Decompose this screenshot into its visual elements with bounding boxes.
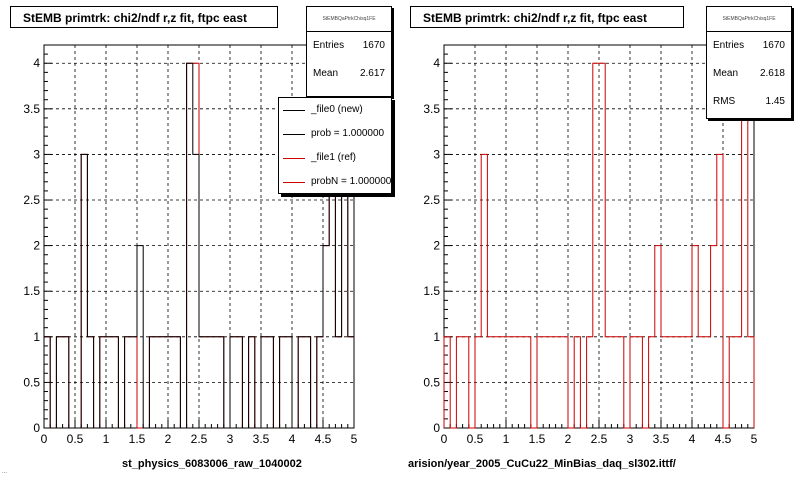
stats-value: 1.45 <box>765 96 785 107</box>
legend-swatch-prob <box>283 134 305 135</box>
legend-entry-new: _file0 (new) <box>279 98 391 122</box>
legend-box: _file0 (new) prob = 1.000000 _file1 (ref… <box>278 97 392 194</box>
left-stats-name: StEMBQaPtrkChisq1FE <box>307 7 391 32</box>
x-tick-label: 4.5 <box>315 432 332 446</box>
right-plot-title: StEMB primtrk: chi2/ndf r,z fit, ftpc ea… <box>410 6 684 28</box>
y-tick-label: 1 <box>33 330 40 344</box>
x-tick-label: 4 <box>689 432 696 446</box>
y-tick-label: 2 <box>33 239 40 253</box>
x-tick-label: 0.5 <box>67 432 84 446</box>
stats-value: 1670 <box>362 40 385 51</box>
stats-value: 2.618 <box>759 68 785 79</box>
x-tick-label: 0 <box>41 432 48 446</box>
x-tick-label: 5 <box>351 432 358 446</box>
right-x-axis-title: arision/year_2005_CuCu22_MinBias_daq_sl3… <box>408 458 676 470</box>
left-x-axis-title: st_physics_6083006_raw_1040002 <box>122 458 302 470</box>
x-tick-label: 3.5 <box>653 432 670 446</box>
stats-value: 1670 <box>762 40 785 51</box>
x-tick-label: 0 <box>441 432 448 446</box>
y-tick-label: 3.5 <box>23 102 40 116</box>
right-stats-name: StEMBQaPtrkChisq1FE <box>707 7 791 32</box>
x-tick-label: 2.5 <box>191 432 208 446</box>
x-tick-label: 1 <box>103 432 110 446</box>
stats-value: 2.617 <box>359 68 385 79</box>
y-tick-label: 0 <box>33 421 40 435</box>
x-tick-label: 2.5 <box>591 432 608 446</box>
legend-label: probN = 1.000000 <box>311 176 392 187</box>
legend-entry-prob: prob = 1.000000 <box>279 122 391 146</box>
y-tick-label: 3 <box>433 147 440 161</box>
x-tick-label: 3 <box>227 432 234 446</box>
left-stats-entries: Entries 1670 <box>307 32 391 60</box>
x-tick-label: 3.5 <box>253 432 270 446</box>
stats-label: Entries <box>313 40 345 51</box>
right-stats-rms: RMS 1.45 <box>707 88 791 116</box>
y-tick-label: 2 <box>433 239 440 253</box>
y-tick-label: 4 <box>433 56 440 70</box>
right-histogram: 0 0.5 1 1.5 2 2.5 3 3.5 4 4.5 5 0 0.5 1 1.5 2 2.5 3 3.5 4 <box>423 44 758 446</box>
footer-text: ... <box>2 469 8 475</box>
legend-swatch-probn <box>283 182 305 183</box>
legend-entry-probn: probN = 1.000000 <box>279 170 392 193</box>
y-tick-label: 0.5 <box>423 375 440 389</box>
histogram-series-line <box>443 62 755 429</box>
x-tick-label: 1.5 <box>529 432 546 446</box>
y-tick-label: 1.5 <box>423 284 440 298</box>
y-tick-label: 0 <box>433 421 440 435</box>
left-plot-title-text: StEMB primtrk: chi2/ndf r,z fit, ftpc ea… <box>23 11 248 25</box>
y-tick-label: 2.5 <box>423 193 440 207</box>
y-tick-label: 1 <box>433 330 440 344</box>
left-stats-mean: Mean 2.617 <box>307 60 391 88</box>
y-tick-label: 4 <box>33 56 40 70</box>
left-panel: 0 0.5 1 1.5 2 2.5 3 3.5 4 4.5 5 0 0.5 1 1.5 2 2.5 3 3.5 4 S… <box>10 6 392 470</box>
stats-label: RMS <box>713 96 736 107</box>
stats-label: Mean <box>713 68 739 79</box>
x-tick-label: 5 <box>751 432 758 446</box>
right-stats-entries: Entries 1670 <box>707 32 791 60</box>
x-tick-label: 4.5 <box>715 432 732 446</box>
left-stats-box: StEMBQaPtrkChisq1FE Entries 1670 Mean 2.… <box>306 6 392 97</box>
y-tick-label: 2.5 <box>23 193 40 207</box>
y-tick-label: 3.5 <box>423 102 440 116</box>
legend-swatch-ref <box>283 158 305 159</box>
legend-swatch-new <box>283 110 305 111</box>
right-stats-mean: Mean 2.618 <box>707 60 791 88</box>
x-tick-label: 4 <box>289 432 296 446</box>
right-panel: 0 0.5 1 1.5 2 2.5 3 3.5 4 4.5 5 0 0.5 1 1.5 2 2.5 3 3.5 4 S… <box>400 0 800 480</box>
x-tick-label: 2 <box>165 432 172 446</box>
y-tick-label: 1.5 <box>23 284 40 298</box>
left-plot-title: StEMB primtrk: chi2/ndf r,z fit, ftpc ea… <box>10 6 278 28</box>
x-tick-label: 3 <box>627 432 634 446</box>
stats-label: Mean <box>313 68 339 79</box>
legend-label: _file1 (ref) <box>311 152 357 163</box>
y-tick-label: 3 <box>33 147 40 161</box>
histogram-series-line <box>43 62 355 429</box>
x-tick-label: 1.5 <box>129 432 146 446</box>
legend-label: prob = 1.000000 <box>311 128 385 139</box>
legend-label: _file0 (new) <box>311 104 363 115</box>
right-plot-title-text: StEMB primtrk: chi2/ndf r,z fit, ftpc ea… <box>423 11 648 25</box>
legend-entry-ref: _file1 (ref) <box>279 146 391 170</box>
stats-label: Entries <box>713 40 745 51</box>
right-stats-box: StEMBQaPtrkChisq1FE Entries 1670 Mean 2.… <box>706 6 792 119</box>
x-tick-label: 1 <box>503 432 510 446</box>
x-tick-label: 2 <box>565 432 572 446</box>
x-tick-label: 0.5 <box>467 432 484 446</box>
y-tick-label: 0.5 <box>23 375 40 389</box>
